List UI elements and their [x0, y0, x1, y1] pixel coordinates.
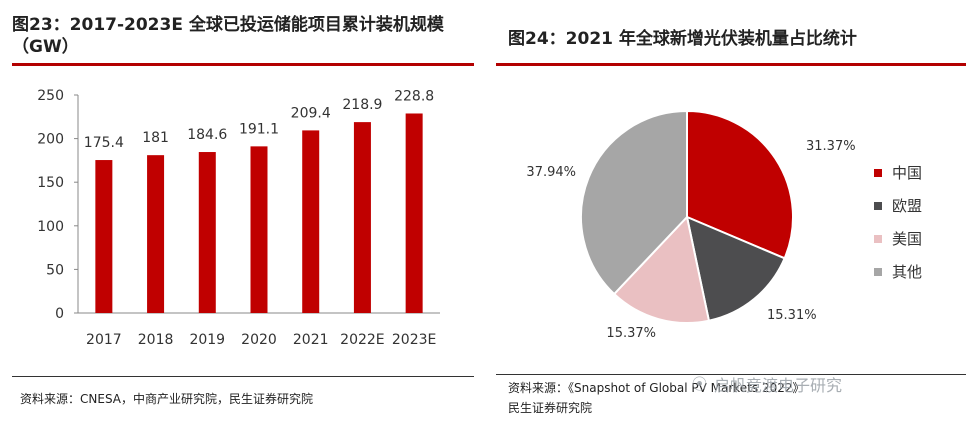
x-tick-label: 2019 — [189, 332, 225, 348]
pie-value-label: 15.37% — [606, 326, 656, 341]
bar — [405, 113, 423, 314]
watermark: 启帆竞渡电子研究 — [714, 376, 843, 395]
legend-item: 其他 — [874, 255, 922, 288]
legend-swatch — [874, 168, 882, 177]
title-divider — [496, 63, 966, 66]
legend-label: 美国 — [892, 230, 923, 248]
wechat-icon: ⦿ — [692, 375, 708, 393]
pie-slice-3 — [612, 214, 711, 324]
legend-label: 中国 — [892, 164, 923, 182]
bar — [198, 152, 216, 313]
pie-chart: 31.37% 15.31% 15.37% 37.94% — [526, 109, 856, 341]
y-tick-label: 100 — [37, 219, 64, 235]
y-tick-label: 200 — [37, 132, 64, 148]
bar — [250, 146, 268, 313]
source-divider — [12, 376, 474, 377]
legend-item: 中国 — [874, 156, 922, 189]
pie-legend: 中国 欧盟 美国 其他 — [874, 156, 922, 288]
bar — [147, 155, 165, 313]
source-divider — [496, 374, 966, 375]
bar — [95, 160, 113, 313]
bar — [302, 130, 320, 313]
y-tick-label: 250 — [37, 88, 64, 104]
pie-chart-source-line2: 民生证券研究院 — [508, 401, 593, 415]
pie-slice-4 — [580, 109, 688, 296]
x-tick-label: 2020 — [241, 332, 277, 348]
bar-value-label: 228.8 — [394, 88, 434, 104]
bar-chart-source: 资料来源：CNESA，中商产业研究院，民生证券研究院 — [20, 392, 313, 406]
y-tick-label: 50 — [46, 262, 64, 278]
legend-label: 欧盟 — [892, 197, 923, 215]
pie-value-label: 31.37% — [806, 139, 856, 154]
bar-value-label: 184.6 — [187, 127, 227, 143]
bar-value-label: 181 — [142, 130, 169, 146]
x-tick-label: 2017 — [86, 332, 122, 348]
x-tick-label: 2023E — [392, 332, 436, 348]
pie-value-label: 15.31% — [767, 308, 817, 323]
legend-item: 欧盟 — [874, 189, 922, 222]
pie-chart-panel: 图24：2021 年全球新增光伏装机量占比统计 31.37% 15.31% 15.3… — [496, 0, 976, 425]
bar — [353, 122, 371, 313]
y-tick-label: 0 — [55, 306, 64, 322]
pie-slice-1 — [686, 109, 794, 260]
y-tick-label: 150 — [37, 175, 64, 191]
bar-chart-panel: 图23：2017-2023E 全球已投运储能项目累计装机规模（GW） 0 50 10… — [0, 0, 478, 425]
legend-swatch — [874, 267, 882, 276]
legend-swatch — [874, 234, 882, 243]
x-tick-label: 2021 — [293, 332, 329, 348]
bar-value-label: 218.9 — [342, 97, 382, 113]
bar-chart: 0 50 100 150 200 250 175.4 2017 181 2018 184.6 2019… — [37, 88, 440, 348]
title-divider — [12, 63, 474, 66]
legend-swatch — [874, 201, 882, 210]
legend-item: 美国 — [874, 222, 922, 255]
bar-value-label: 175.4 — [84, 135, 124, 151]
bar-value-label: 191.1 — [239, 121, 279, 137]
legend-label: 其他 — [892, 263, 923, 281]
bar-chart-title: 图23：2017-2023E 全球已投运储能项目累计装机规模（GW） — [12, 15, 444, 57]
bar-value-label: 209.4 — [291, 105, 331, 121]
x-tick-label: 2018 — [138, 332, 174, 348]
x-tick-label: 2022E — [340, 332, 384, 348]
pie-chart-title: 图24：2021 年全球新增光伏装机量占比统计 — [508, 29, 857, 49]
pie-slice-2 — [685, 215, 786, 322]
pie-value-label: 37.94% — [526, 165, 576, 180]
pie-chart-source-line1: 资料来源：《Snapshot of Global PV Markets 2022… — [508, 381, 805, 395]
